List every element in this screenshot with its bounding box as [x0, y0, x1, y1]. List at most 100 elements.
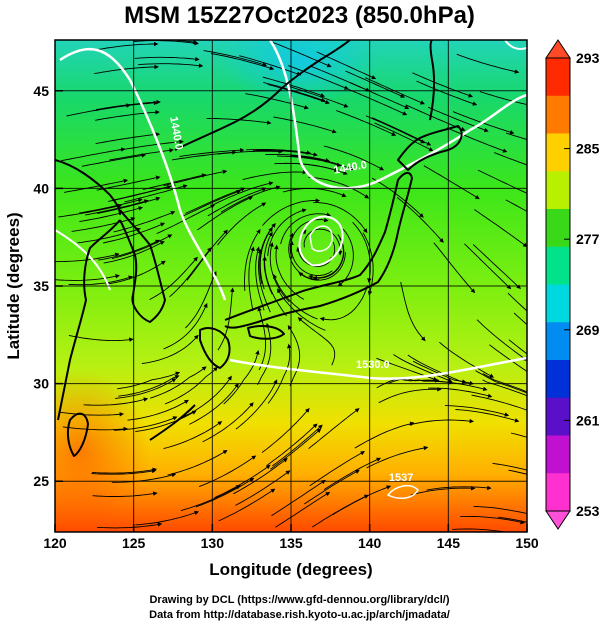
- streamline: [98, 239, 160, 261]
- streamline: [135, 410, 197, 433]
- lon-tick-label: 130: [201, 535, 225, 551]
- streamline: [507, 292, 527, 312]
- streamline: [319, 285, 368, 322]
- streamline: [273, 116, 337, 134]
- streamline: [444, 405, 510, 417]
- streamline: [77, 227, 141, 244]
- streamline: [277, 155, 342, 167]
- streamline: [245, 93, 309, 110]
- streamline: [91, 468, 157, 475]
- streamline: [298, 252, 346, 281]
- streamline: [400, 282, 426, 342]
- lon-tick-label: 120: [43, 535, 67, 551]
- lat-tick-label: 40: [33, 180, 49, 196]
- streamline: [257, 248, 271, 313]
- streamline: [242, 169, 308, 181]
- lat-tick-label: 25: [33, 473, 49, 489]
- streamline: [472, 244, 521, 290]
- streamline: [286, 85, 349, 108]
- lat-tick-label: 45: [33, 83, 49, 99]
- streamline: [217, 287, 235, 351]
- colorbar-tick-label: 261: [576, 412, 599, 428]
- contour-line: [309, 225, 333, 252]
- streamline: [199, 455, 257, 488]
- streamline: [164, 366, 218, 405]
- streamline: [477, 169, 527, 194]
- streamline: [262, 76, 326, 98]
- streamline: [134, 56, 200, 62]
- streamline: [68, 275, 134, 286]
- streamline: [235, 470, 291, 506]
- streamline: [93, 100, 159, 112]
- streamline: [460, 515, 525, 525]
- contour-label: 1537: [389, 472, 413, 484]
- coastline-continent-north: [174, 40, 351, 151]
- streamline: [489, 344, 527, 372]
- colorbar-band: [546, 133, 570, 172]
- streamline: [308, 408, 360, 450]
- streamline: [508, 469, 527, 475]
- colorbar-tick-label: 293: [576, 50, 599, 66]
- streamline: [378, 387, 442, 404]
- streamline: [149, 256, 198, 300]
- colorbar-band: [546, 473, 570, 512]
- streamline: [197, 196, 254, 231]
- contour-line: [268, 40, 527, 190]
- lat-lon-grid: [54, 40, 528, 532]
- streamline: [296, 241, 336, 267]
- streamline: [335, 110, 397, 136]
- streamline: [332, 485, 392, 516]
- streamline: [207, 187, 267, 217]
- streamline: [287, 324, 301, 386]
- streamline: [203, 50, 268, 67]
- streamline: [455, 409, 520, 423]
- streamline: [288, 65, 349, 90]
- colorbar-tick-label: 285: [576, 141, 599, 157]
- streamline: [312, 234, 345, 281]
- colorbar-band: [546, 246, 570, 285]
- streamline: [498, 516, 527, 523]
- streamline: [433, 242, 476, 294]
- streamline: [119, 139, 184, 151]
- coastline-continent: [55, 159, 121, 421]
- streamline: [475, 370, 527, 394]
- streamline: [96, 99, 161, 111]
- streamline: [271, 41, 332, 68]
- streamline: [262, 198, 321, 226]
- colorbar-tick-label: 253: [576, 503, 599, 519]
- streamline: [195, 477, 255, 508]
- colorbar-band: [546, 95, 570, 134]
- streamline: [185, 271, 217, 329]
- contour-label: 1530.0: [356, 359, 390, 371]
- contour-labels: 1440.0 1440.0 1530.0 1537: [167, 116, 413, 485]
- streamline: [479, 91, 527, 106]
- streamline: [482, 373, 527, 393]
- lon-tick-label: 125: [122, 535, 146, 551]
- colorbar-band: [546, 435, 570, 474]
- streamline: [427, 387, 493, 398]
- streamline: [423, 380, 488, 392]
- streamline: [269, 242, 290, 303]
- streamline: [111, 472, 177, 483]
- streamline: [267, 423, 318, 466]
- lon-tick-label: 140: [358, 535, 382, 551]
- credit-data-source: Data from http://database.rish.kyoto-u.a…: [149, 609, 450, 621]
- colorbar-tick-label: 277: [576, 231, 599, 247]
- streamline: [508, 339, 527, 355]
- streamline: [513, 312, 527, 326]
- contour-line: [504, 40, 527, 50]
- streamline: [218, 488, 276, 522]
- streamline: [267, 343, 292, 404]
- streamline: [289, 217, 329, 259]
- contour-line: [59, 47, 227, 301]
- streamline: [371, 177, 424, 218]
- streamline: [94, 64, 159, 75]
- credit-drawing: Drawing by DCL (https://www.gfd-dennou.o…: [149, 594, 450, 606]
- streamline: [55, 274, 120, 281]
- colorbar-band: [546, 171, 570, 210]
- chart-title: MSM 15Z27Oct2023 (850.0hPa): [124, 2, 475, 29]
- streamline: [376, 378, 440, 389]
- streamline: [149, 366, 207, 399]
- lat-tick-label: 35: [33, 278, 49, 294]
